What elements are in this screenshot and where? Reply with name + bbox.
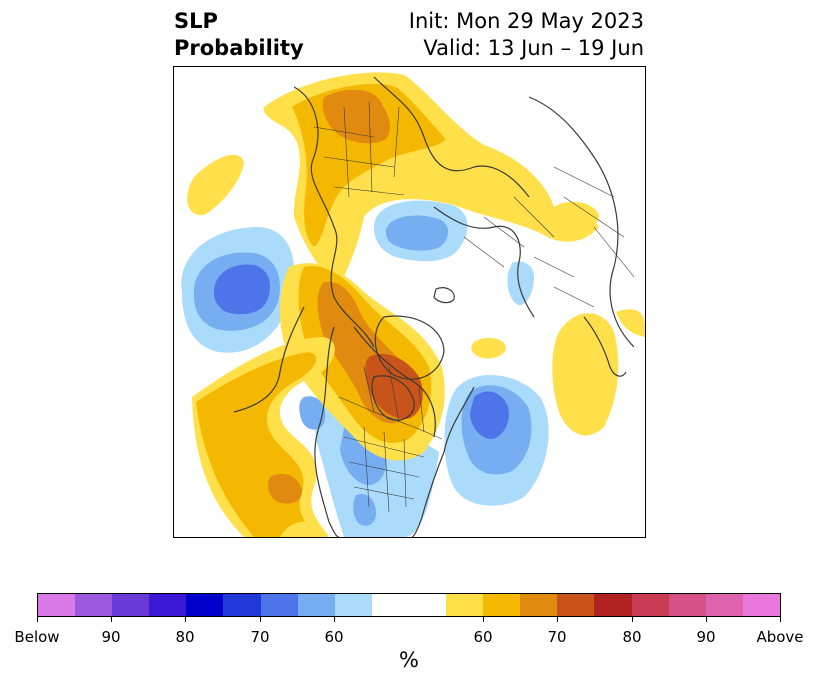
us-state-lines-1	[343, 436, 425, 500]
tick-label-below: Below	[14, 628, 60, 646]
probability-colorbar	[37, 593, 781, 617]
cb-below-seg-3	[112, 594, 150, 616]
arctic-low-mid	[386, 215, 449, 251]
cb-below-seg-1	[38, 594, 76, 616]
pacific-low-core	[214, 264, 270, 315]
europe-borders-2	[343, 101, 400, 198]
scandinavia-coast	[373, 76, 530, 198]
hudson-bay-coast	[371, 375, 415, 421]
tick-label-a70: 70	[547, 628, 567, 646]
init-date: Init: Mon 29 May 2023	[408, 9, 644, 33]
tick-label-a90: 90	[696, 628, 716, 646]
japan-high-60	[552, 201, 599, 234]
cb-below-seg-4	[149, 594, 187, 616]
title-product: Probability	[174, 36, 304, 60]
cb-above-seg-5	[594, 594, 632, 616]
europe-high-80	[322, 89, 390, 144]
atlantic-high-60	[552, 313, 619, 436]
pacific-coast-low	[299, 396, 326, 430]
siberia-low	[507, 261, 534, 306]
cb-neutral-seg	[371, 594, 447, 616]
tick-label-b70: 70	[250, 628, 270, 646]
tick-mark-a90	[706, 617, 707, 622]
cb-below-seg-9	[334, 594, 372, 616]
greenland-coast	[374, 315, 445, 380]
china-borders	[553, 166, 635, 278]
colorbar-unit: %	[399, 648, 419, 672]
tick-mark-b80	[185, 617, 186, 622]
tick-label-b80: 80	[175, 628, 195, 646]
canada-province-lines	[363, 366, 425, 433]
asia-borders	[463, 196, 595, 308]
cb-below-seg-6	[223, 594, 261, 616]
russia-coast	[433, 206, 535, 318]
atlantic-low-core	[470, 391, 509, 439]
us-state-lines-2	[363, 426, 407, 513]
na-east-coast	[411, 386, 475, 537]
pacific-blob-80	[268, 473, 302, 504]
tick-label-above: Above	[756, 628, 804, 646]
cb-above-seg-6	[631, 594, 669, 616]
alaska-coast	[233, 306, 305, 413]
arctic-high-60	[471, 337, 506, 359]
cb-above-seg-9	[742, 594, 780, 616]
tick-mark-a60	[483, 617, 484, 622]
nw-atlantic-high	[280, 521, 324, 537]
cb-above-seg-4	[557, 594, 595, 616]
title-variable: SLP	[174, 9, 218, 33]
tick-mark-b70	[260, 617, 261, 622]
europe-coast	[293, 86, 375, 348]
iceland-coast	[433, 287, 455, 304]
cb-above-seg-3	[520, 594, 558, 616]
asia-coast	[528, 96, 635, 348]
borders	[313, 101, 635, 513]
tick-label-a80: 80	[622, 628, 642, 646]
cb-above-seg-8	[705, 594, 743, 616]
valid-range: Valid: 13 Jun – 19 Jun	[423, 36, 644, 60]
map-dates: Init: Mon 29 May 2023 Valid: 13 Jun – 19…	[409, 8, 644, 62]
cb-above-seg-2	[483, 594, 521, 616]
canada-arctic-coast	[353, 326, 436, 438]
japan-coast	[583, 316, 627, 377]
tick-label-a60: 60	[473, 628, 493, 646]
cb-above-seg-7	[668, 594, 706, 616]
cb-below-seg-7	[260, 594, 298, 616]
tick-mark-b60	[334, 617, 335, 622]
tick-mark-a70	[557, 617, 558, 622]
us-canada-border	[338, 396, 443, 440]
polar-map	[173, 66, 646, 538]
na-west-coast	[314, 326, 340, 537]
tick-label-b60: 60	[324, 628, 344, 646]
map-title: SLP Probability	[174, 8, 304, 62]
map-canvas	[181, 72, 645, 537]
tick-mark-b90	[111, 617, 112, 622]
cb-below-seg-8	[297, 594, 335, 616]
east-asia-high-60	[616, 309, 645, 337]
cb-above-seg-1	[446, 594, 484, 616]
above-normal-regions	[187, 72, 645, 537]
cb-below-seg-2	[75, 594, 113, 616]
tick-mark-a80	[632, 617, 633, 622]
cb-below-seg-5	[186, 594, 224, 616]
tick-label-b90: 90	[101, 628, 121, 646]
tick-mark-below	[37, 617, 38, 622]
coastlines	[233, 76, 635, 537]
europe-borders-1	[313, 126, 405, 196]
tick-mark-above	[780, 617, 781, 622]
hudson-high-90	[365, 353, 423, 419]
us-low-se	[353, 493, 376, 526]
scandi-high-60	[187, 154, 244, 216]
